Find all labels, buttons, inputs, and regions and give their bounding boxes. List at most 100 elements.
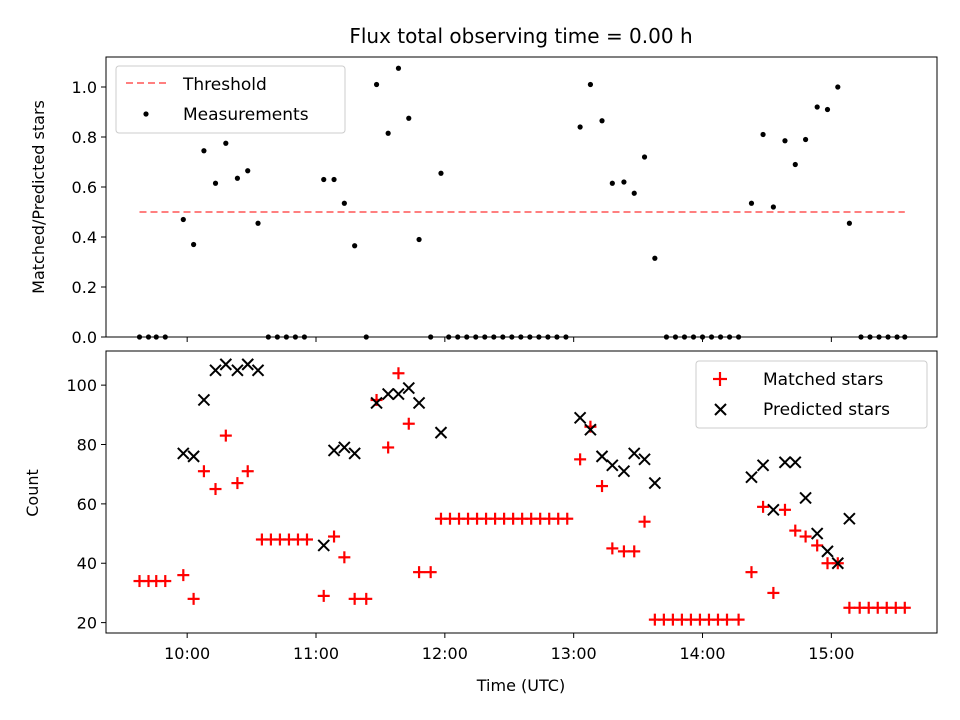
count-panel: 20 40 60 80 100 10:00 11:00 12:00 13:00 14:00 15:0… [23,350,938,695]
predicted-star-point [219,358,233,371]
ratio-y-tick-label: 0.4 [72,228,97,247]
x-tick-label: 12:00 [422,644,468,663]
measurement-point [341,200,347,206]
matched-star-point [596,480,609,493]
count-y-tick-label: 20 [77,614,97,633]
predicted-star-point [756,459,770,472]
measurement-point [373,81,380,88]
measurement-point [587,81,594,88]
measurement-point [652,255,658,261]
predicted-star-point [197,393,211,407]
ratio-marks [136,65,908,340]
matched-star-point [789,524,802,537]
predicted-star-point [595,450,609,463]
matched-star-point [799,530,812,543]
measurement-point [223,140,229,146]
measurement-point [835,84,841,90]
x-axis-title: Time (UTC) [476,676,565,695]
predicted-star-point [810,527,824,540]
predicted-star-point [187,450,200,463]
ratio-axis-ticks: 0.0 0.2 0.4 0.6 0.8 1.0 [72,78,832,347]
matched-star-point [300,533,313,546]
matched-star-point [360,592,373,605]
predicted-star-point [434,426,448,439]
legend-measurements-label: Measurements [183,105,309,125]
measurement-point [621,179,627,185]
matched-star-point [241,465,254,478]
count-y-axis-title: Count [23,469,42,517]
measurement-point [760,131,766,138]
matched-star-point [402,417,415,430]
count-y-tick-label: 40 [77,554,97,573]
measurement-point [331,176,337,183]
predicted-star-point [617,465,631,478]
measurement-point [782,138,788,144]
matched-star-point [424,566,437,579]
matched-star-point [628,545,641,558]
matched-star-point [757,500,770,513]
count-legend: Matched stars Predicted stars [695,360,928,429]
measurement-point [599,118,605,124]
predicted-star-point [789,456,802,469]
measurement-point [641,154,648,160]
predicted-star-point [370,396,383,410]
ratio-y-axis-title: Matched/Predicted stars [29,100,48,294]
matched-star-point [317,589,330,602]
predicted-star-point [843,512,856,525]
predicted-star-point [251,364,265,377]
matched-star-point [338,551,351,564]
predicted-star-point [338,441,351,454]
x-tick-label: 10:00 [164,644,210,663]
count-marks [133,358,911,626]
legend-matched-label: Matched stars [763,370,883,390]
measurement-point [792,161,798,168]
measurement-point [802,136,809,143]
matched-star-point [209,483,222,496]
ratio-y-tick-label: 1.0 [72,78,97,97]
count-y-tick-label: 100 [66,376,97,395]
matched-star-point [843,601,856,614]
predicted-star-point [412,396,426,410]
predicted-star-point [821,545,834,558]
x-tick-label: 13:00 [551,644,597,663]
matched-star-point [745,566,758,579]
chart-title: Flux total observing time = 0.00 h [349,24,692,48]
predicted-star-point [317,539,330,552]
count-axes-frame [105,350,938,634]
measurement-point [201,148,207,154]
matched-star-point [328,530,341,543]
ratio-y-tick-label: 0.6 [72,178,97,197]
count-axis-ticks: 20 40 60 80 100 10:00 11:00 12:00 13:00 14:00 15:0… [66,376,854,663]
count-y-tick-label: 60 [77,495,97,514]
predicted-star-point [381,387,395,401]
matched-star-point [348,592,361,605]
matched-star-point [382,441,395,454]
predicted-star-point [573,411,587,424]
matched-star-point [638,515,651,528]
measurement-point [245,168,251,174]
measurement-point [416,236,422,243]
predicted-star-point [402,381,415,395]
predicted-star-point [628,447,641,460]
measurement-point [385,130,391,136]
measurement-point [180,216,186,223]
x-tick-label: 14:00 [679,644,725,663]
legend-matched-swatch [713,372,727,386]
count-y-tick-label: 80 [77,436,97,455]
legend-predicted-label: Predicted stars [763,400,890,420]
predicted-star-point [177,447,190,460]
matched-star-point [778,503,791,516]
ratio-y-tick-label: 0.0 [72,328,97,347]
predicted-star-point [584,423,597,436]
measurement-point [406,115,412,121]
predicted-star-point [231,364,244,377]
measurement-point [609,180,615,186]
measurement-point [352,243,358,249]
matched-star-point [177,569,190,582]
measurement-point [846,220,852,226]
predicted-star-point [392,387,405,401]
matched-star-point [767,586,780,599]
measurement-point [748,200,755,206]
legend-predicted-swatch [714,403,727,416]
